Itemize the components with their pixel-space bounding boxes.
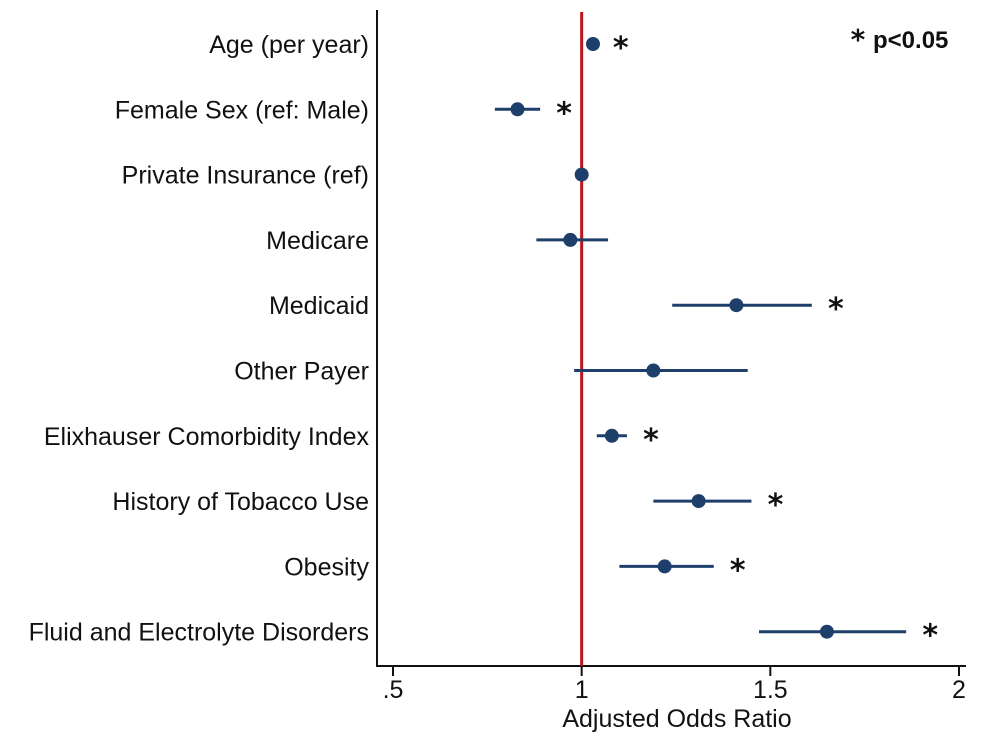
estimate-point xyxy=(657,559,672,574)
x-tick-label: 2 xyxy=(952,676,966,704)
category-label: Elixhauser Comorbidity Index xyxy=(44,423,370,451)
significance-legend: * p<0.05 xyxy=(851,23,949,56)
category-label: Medicare xyxy=(266,227,369,255)
category-label: Age (per year) xyxy=(209,31,369,59)
significance-marker: * xyxy=(613,31,629,66)
category-label: Medicaid xyxy=(269,292,369,320)
x-tick-label: 1.5 xyxy=(753,676,788,704)
estimate-point xyxy=(585,37,600,51)
x-ticks: .5 1 1.5 2 xyxy=(383,666,966,704)
significance-legend-symbol: * xyxy=(851,23,866,56)
category-label: Other Payer xyxy=(234,358,369,386)
estimate-point xyxy=(604,428,619,443)
estimate-point xyxy=(691,494,706,509)
significance-marker: * xyxy=(556,96,572,131)
data-marks: * * * * * * * xyxy=(494,31,938,654)
category-label: Obesity xyxy=(284,553,369,581)
category-label: History of Tobacco Use xyxy=(112,488,369,516)
significance-marker: * xyxy=(922,619,938,654)
estimate-point xyxy=(510,102,525,117)
category-label: Fluid and Electrolyte Disorders xyxy=(29,619,369,647)
x-tick-label: .5 xyxy=(383,676,404,704)
category-label: Private Insurance (ref) xyxy=(122,162,369,190)
x-tick-label: 1 xyxy=(575,676,589,704)
estimate-point xyxy=(646,363,661,378)
category-labels: Age (per year) Female Sex (ref: Male) Priv… xyxy=(29,31,370,647)
significance-marker: * xyxy=(828,292,844,327)
significance-marker: * xyxy=(730,553,746,588)
estimate-point xyxy=(819,624,834,639)
significance-marker: * xyxy=(643,423,659,458)
estimate-point xyxy=(563,232,578,247)
category-label: Female Sex (ref: Male) xyxy=(115,96,369,124)
x-axis-title: Adjusted Odds Ratio xyxy=(562,705,791,733)
estimate-point xyxy=(729,298,744,313)
estimate-point xyxy=(574,167,589,182)
significance-legend-text: p<0.05 xyxy=(873,27,948,54)
significance-marker: * xyxy=(768,488,784,523)
axes: .5 1 1.5 2 Adjusted Odds Ratio xyxy=(376,10,966,733)
